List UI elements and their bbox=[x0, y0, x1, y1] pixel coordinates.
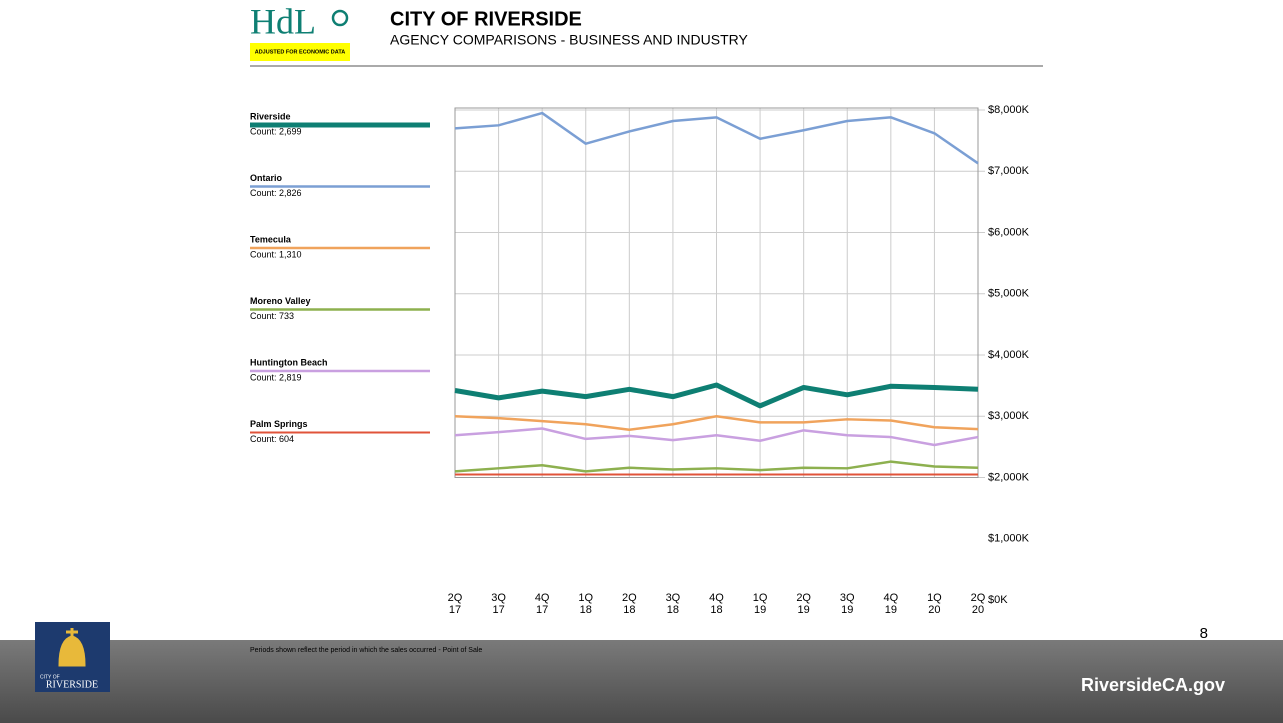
seal-small: CITY OF bbox=[40, 674, 60, 680]
x-tick-label: 1Q bbox=[927, 592, 942, 604]
x-tick-label: 1Q bbox=[753, 592, 768, 604]
series-line bbox=[454, 460, 979, 473]
x-tick-label: 2Q bbox=[622, 592, 637, 604]
legend-count: Count: 1,310 bbox=[250, 249, 302, 259]
series-line bbox=[454, 427, 979, 447]
legend-name: Moreno Valley bbox=[250, 296, 311, 306]
legend-name: Ontario bbox=[250, 173, 283, 183]
x-tick-label: 4Q bbox=[709, 592, 724, 604]
chart: $0K $1,000K $2,000K $3,000K $4,000K $5,000K $6… bbox=[250, 104, 1030, 616]
legend-name: Palm Springs bbox=[250, 419, 308, 429]
x-tick-label: 19 bbox=[798, 604, 810, 616]
site: RiversideCA.gov bbox=[1081, 675, 1225, 695]
page-number: 8 bbox=[1200, 625, 1208, 642]
x-tick-label: 19 bbox=[841, 604, 853, 616]
x-tick-label: 3Q bbox=[840, 592, 855, 604]
legend-count: Count: 733 bbox=[250, 311, 294, 321]
y-tick-label: $0K bbox=[988, 594, 1008, 606]
subtitle: AGENCY COMPARISONS - BUSINESS AND INDUST… bbox=[390, 32, 749, 48]
x-tick-label: 17 bbox=[449, 604, 461, 616]
title: CITY OF RIVERSIDE bbox=[390, 8, 582, 30]
x-tick-label: 2Q bbox=[448, 592, 463, 604]
x-tick-label: 3Q bbox=[666, 592, 681, 604]
logo-icon bbox=[331, 9, 349, 27]
note: Periods shown reflect the period in whic… bbox=[250, 647, 482, 654]
y-tick-label: $3,000K bbox=[988, 410, 1030, 422]
series-line bbox=[454, 382, 979, 409]
x-tick-label: 1Q bbox=[578, 592, 593, 604]
legend-name: Huntington Beach bbox=[250, 357, 328, 367]
legend-count: Count: 2,826 bbox=[250, 188, 302, 198]
x-tick-label: 3Q bbox=[491, 592, 506, 604]
x-tick-label: 2Q bbox=[971, 592, 986, 604]
y-tick-label: $6,000K bbox=[988, 226, 1030, 238]
x-tick-label: 20 bbox=[972, 604, 984, 616]
plot-frame bbox=[454, 107, 979, 478]
legend-name: Temecula bbox=[250, 234, 292, 244]
legend-name: Riverside bbox=[250, 111, 291, 121]
legend-count: Count: 2,699 bbox=[250, 126, 302, 136]
series-line bbox=[454, 111, 979, 165]
x-tick-label: 18 bbox=[623, 604, 635, 616]
x-tick-label: 19 bbox=[754, 604, 766, 616]
x-tick-label: 18 bbox=[710, 604, 722, 616]
x-tick-label: 2Q bbox=[796, 592, 811, 604]
y-tick-label: $8,000K bbox=[988, 104, 1030, 116]
x-tick-label: 18 bbox=[580, 604, 592, 616]
x-tick-label: 18 bbox=[667, 604, 679, 616]
x-tick-label: 4Q bbox=[535, 592, 550, 604]
logo: HdL bbox=[250, 1, 316, 41]
y-tick-label: $1,000K bbox=[988, 533, 1030, 545]
y-tick-label: $4,000K bbox=[988, 349, 1030, 361]
footer-band bbox=[0, 640, 1283, 723]
logo-badge bbox=[250, 43, 350, 61]
x-tick-label: 20 bbox=[928, 604, 940, 616]
seal-text: RIVERSIDE bbox=[46, 679, 98, 690]
series-line bbox=[454, 415, 979, 431]
legend-count: Count: 604 bbox=[250, 434, 294, 444]
x-tick-label: 17 bbox=[492, 604, 504, 616]
y-tick-label: $2,000K bbox=[988, 471, 1030, 483]
legend-count: Count: 2,819 bbox=[250, 372, 302, 382]
seal-bell bbox=[58, 628, 86, 667]
y-tick-label: $7,000K bbox=[988, 165, 1030, 177]
x-tick-label: 17 bbox=[536, 604, 548, 616]
x-tick-label: 4Q bbox=[883, 592, 898, 604]
x-tick-label: 19 bbox=[885, 604, 897, 616]
logo-note: ADJUSTED FOR ECONOMIC DATA bbox=[255, 49, 346, 55]
y-tick-label: $5,000K bbox=[988, 288, 1030, 300]
